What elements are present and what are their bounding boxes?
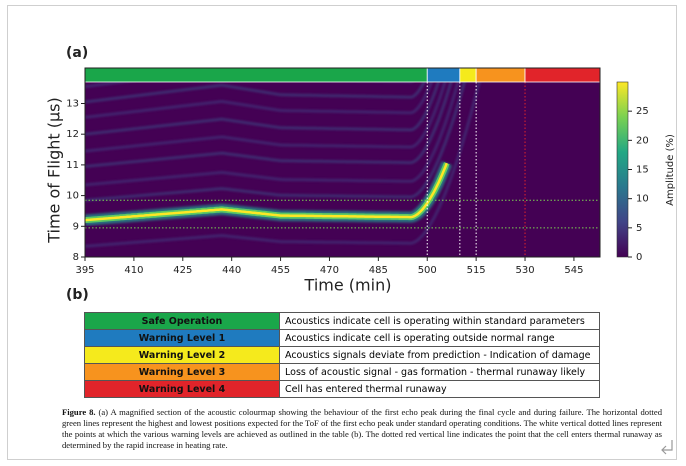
x-tick-label: 485 [369, 265, 388, 276]
panel-label: (a) [66, 45, 88, 61]
status-segment [459, 67, 477, 83]
x-tick-label: 530 [515, 265, 534, 276]
table-row: Warning Level 2 Acoustics signals deviate… [84, 346, 600, 364]
echo-trace [85, 82, 447, 153]
y-tick-label: 8 [73, 252, 79, 263]
chart: (a) (b) Time (min) Time of Flight (μs) A… [45, 0, 677, 303]
y-tick-label: 12 [66, 129, 79, 140]
colorbar-tick-label: 10 [636, 194, 649, 205]
colorbar [616, 81, 629, 258]
echo-trace [85, 82, 460, 186]
y-tick-label: 10 [66, 191, 79, 202]
echo-trace [85, 82, 440, 136]
frame [7, 5, 677, 460]
colorbar-label: Amplitude (%) [665, 134, 676, 206]
x-tick-label: 470 [320, 265, 339, 276]
x-tick-label: 440 [222, 265, 241, 276]
warning-table: Safe Operation Acoustics indicate cell is… [84, 312, 600, 398]
y-tick-label: 9 [73, 221, 79, 232]
x-axis-label: Time (min) [304, 276, 392, 295]
echo-trace [85, 82, 466, 202]
colorbar-tick-label: 0 [636, 252, 642, 263]
x-tick-label: 410 [124, 265, 143, 276]
table-row: Warning Level 4 Cell has entered thermal … [84, 380, 600, 398]
table-row: Safe Operation Acoustics indicate cell is… [84, 312, 600, 330]
colorbar-tick-label: 15 [636, 165, 649, 176]
caption-text: (a) A magnified section of the acoustic … [62, 407, 662, 450]
x-tick-label: 500 [418, 265, 437, 276]
caption: Figure 8. (a) A magnified section of the… [62, 407, 662, 451]
table-row: Warning Level 1 Acoustics indicate cell i… [84, 329, 600, 347]
level-name: Safe Operation [84, 312, 280, 330]
echo-trace [85, 0, 492, 71]
x-tick-label: 545 [564, 265, 583, 276]
heatmap [85, 0, 600, 257]
echo-trace [85, 82, 433, 119]
level-name: Warning Level 1 [84, 329, 280, 347]
level-name: Warning Level 3 [84, 363, 280, 381]
table-row: Warning Level 3 Loss of acoustic signal -… [84, 363, 600, 381]
x-tick-label: 425 [173, 265, 192, 276]
level-description: Acoustics indicate cell is operating out… [279, 329, 600, 347]
echo-trace [85, 82, 453, 168]
status-segment [426, 67, 461, 83]
level-description: Acoustics indicate cell is operating wit… [279, 312, 600, 330]
colorbar-tick-label: 25 [636, 106, 649, 117]
level-description: Cell has entered thermal runaway [279, 380, 600, 398]
colorbar-tick-label: 5 [636, 223, 642, 234]
caption-label: Figure 8. [62, 407, 96, 417]
panel-label: (b) [66, 287, 89, 303]
plot-frame [84, 67, 601, 258]
level-description: Loss of acoustic signal - gas formation … [279, 363, 600, 381]
y-tick-label: 11 [66, 160, 79, 171]
level-description: Acoustics signals deviate from predictio… [279, 346, 600, 364]
echo-trace [85, 82, 481, 248]
status-segment [475, 67, 526, 83]
level-name: Warning Level 4 [84, 380, 280, 398]
status-segment [84, 67, 428, 83]
x-tick-label: 395 [75, 265, 94, 276]
x-tick-label: 455 [271, 265, 290, 276]
level-name: Warning Level 2 [84, 346, 280, 364]
status-segment [524, 67, 601, 83]
echo-trace [85, 82, 426, 103]
x-tick-label: 515 [467, 265, 486, 276]
colorbar-tick-label: 20 [636, 135, 649, 146]
echo-peak [85, 162, 448, 222]
y-tick-label: 13 [66, 98, 79, 109]
y-axis-label: Time of Flight (μs) [45, 97, 64, 244]
